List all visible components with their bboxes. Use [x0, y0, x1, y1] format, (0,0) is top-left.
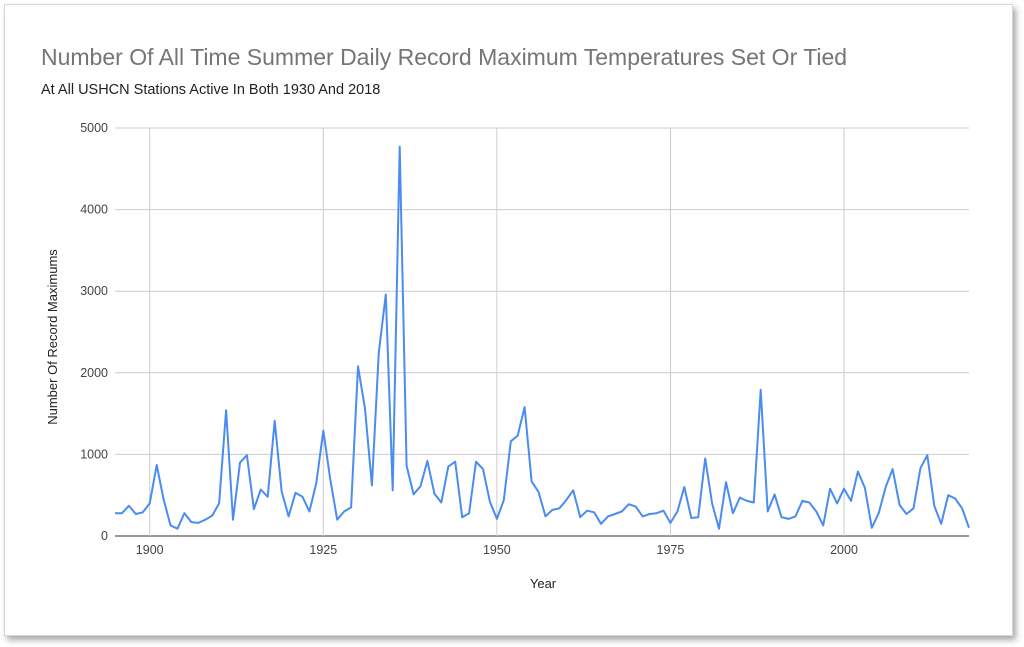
chart-card — [4, 4, 1013, 636]
chart-title: Number Of All Time Summer Daily Record M… — [41, 44, 848, 70]
y-tick-label: 0 — [101, 529, 108, 543]
series-group — [115, 145, 970, 530]
series-line — [115, 145, 970, 530]
gridlines — [115, 127, 969, 537]
x-tick-labels: 1900 1925 1950 1975 2000 — [136, 543, 858, 557]
y-tick-label: 2000 — [80, 366, 108, 380]
y-tick-label: 1000 — [80, 447, 108, 461]
y-tick-label: 3000 — [80, 284, 108, 298]
x-tick-label: 2000 — [830, 543, 858, 557]
x-axis-label: Year — [530, 576, 557, 591]
y-axis-label: Number Of Record Maximums — [45, 249, 60, 425]
chart-subtitle: At All USHCN Stations Active In Both 193… — [41, 82, 381, 98]
x-tick-label: 1900 — [136, 543, 164, 557]
x-tick-label: 1975 — [657, 543, 685, 557]
y-tick-labels: 0 1000 2000 3000 4000 5000 — [80, 121, 108, 543]
y-tick-label: 4000 — [80, 203, 108, 217]
x-tick-label: 1925 — [309, 543, 337, 557]
y-tick-label: 5000 — [80, 121, 108, 135]
x-tick-label: 1950 — [483, 543, 511, 557]
